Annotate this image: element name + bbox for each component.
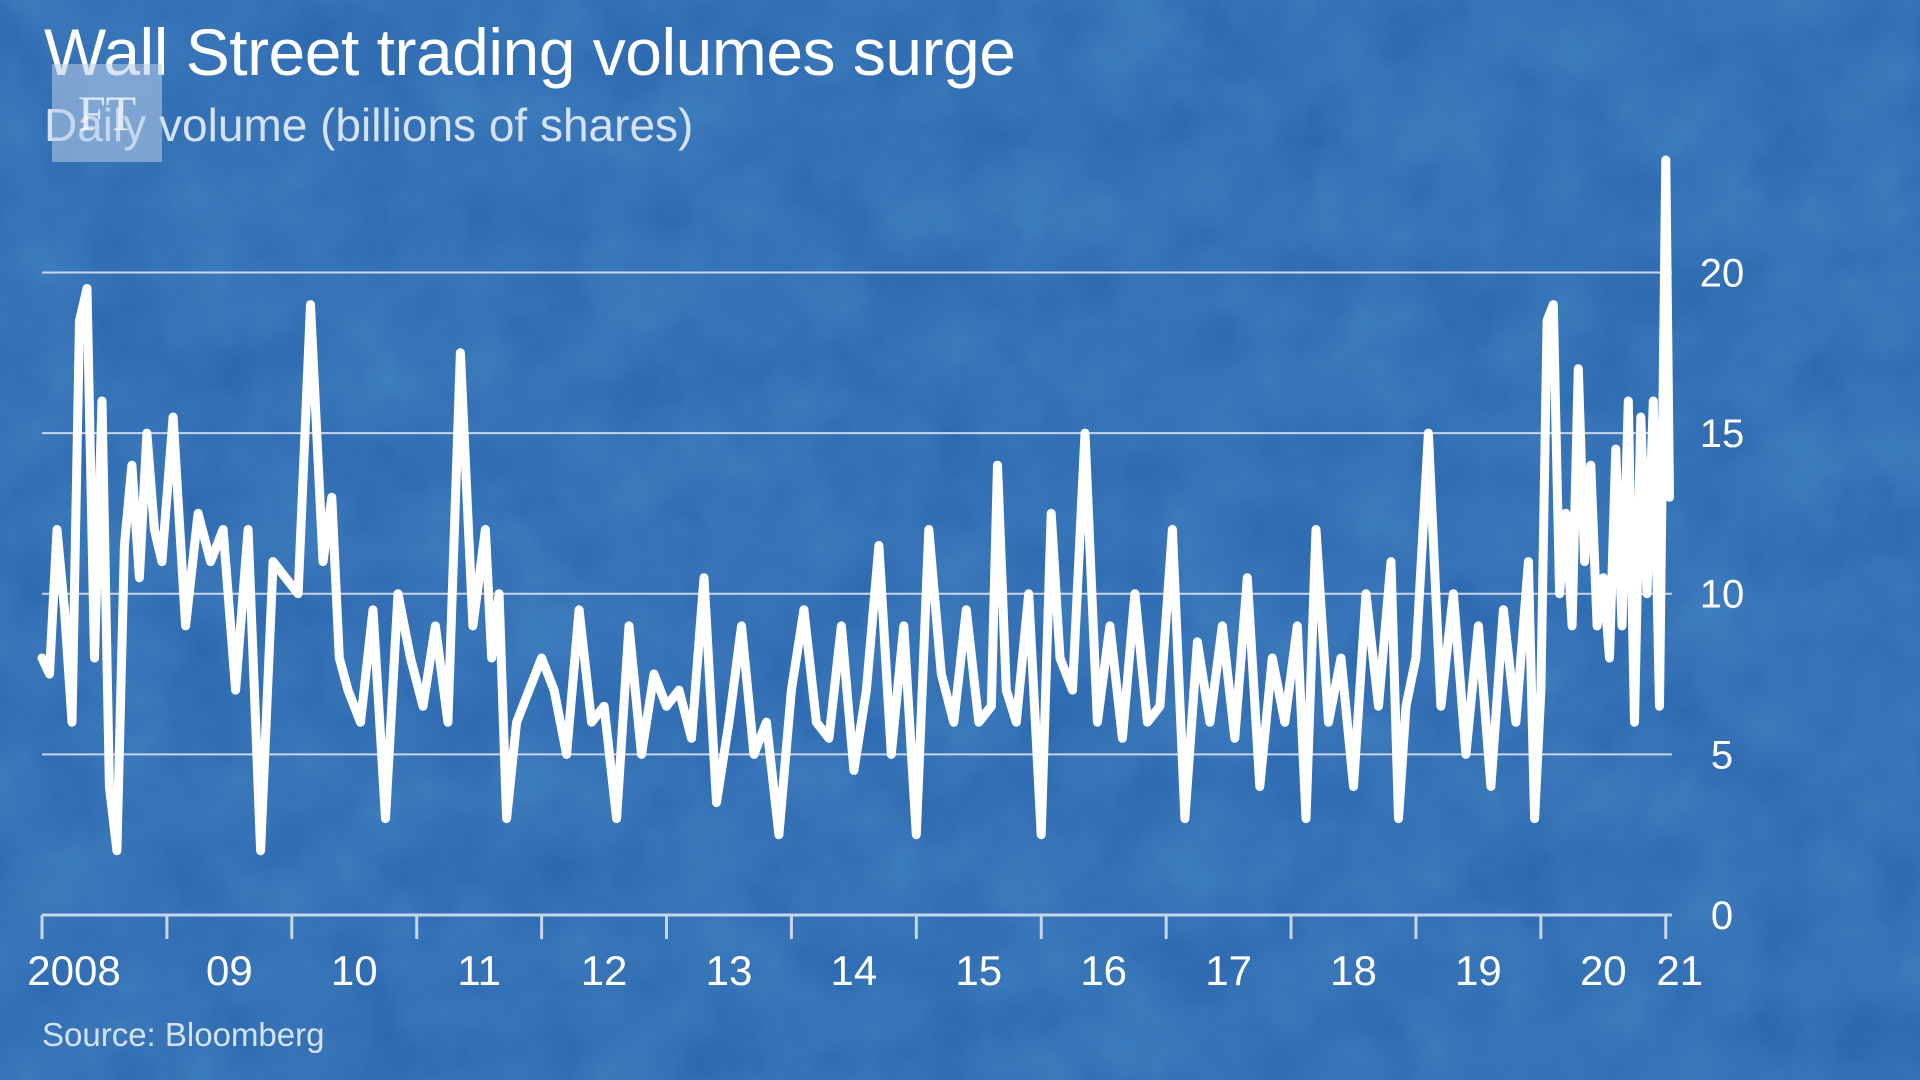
- x-tick-label-16: 16: [1080, 947, 1127, 994]
- y-tick-label-20: 20: [1700, 251, 1745, 295]
- x-tick-label-2008: 2008: [27, 947, 120, 994]
- source-note: Source: Bloomberg: [42, 1016, 325, 1053]
- x-tick-label-19: 19: [1455, 947, 1502, 994]
- x-tick-label-17: 17: [1205, 947, 1252, 994]
- y-tick-label-10: 10: [1700, 573, 1745, 617]
- volume-series: [37, 155, 1674, 856]
- x-tick-label-13: 13: [706, 947, 753, 994]
- y-tick-label-0: 0: [1711, 894, 1733, 938]
- volume-line: [37, 155, 1674, 856]
- x-tick-label-11: 11: [457, 947, 501, 994]
- x-tick-label-09: 09: [206, 947, 253, 994]
- x-tick-label-21: 21: [1656, 947, 1703, 994]
- y-tick-label-15: 15: [1700, 412, 1745, 456]
- x-axis: 2008 09 10 11 12 13 14 15 16 17 18 19 20 21: [27, 913, 1703, 994]
- x-tick-label-18: 18: [1330, 947, 1377, 994]
- x-tick-label-12: 12: [581, 947, 628, 994]
- ft-logo: FT: [52, 64, 162, 162]
- chart-title: Wall Street trading volumes surge: [44, 15, 1016, 89]
- x-tick-label-14: 14: [831, 947, 878, 994]
- x-tick-label-20: 20: [1580, 947, 1627, 994]
- y-tick-label-5: 5: [1711, 733, 1733, 777]
- x-tick-label-10: 10: [331, 947, 378, 994]
- x-tick-label-15: 15: [955, 947, 1002, 994]
- y-axis-ticks: 0 5 10 15 20: [1700, 251, 1745, 938]
